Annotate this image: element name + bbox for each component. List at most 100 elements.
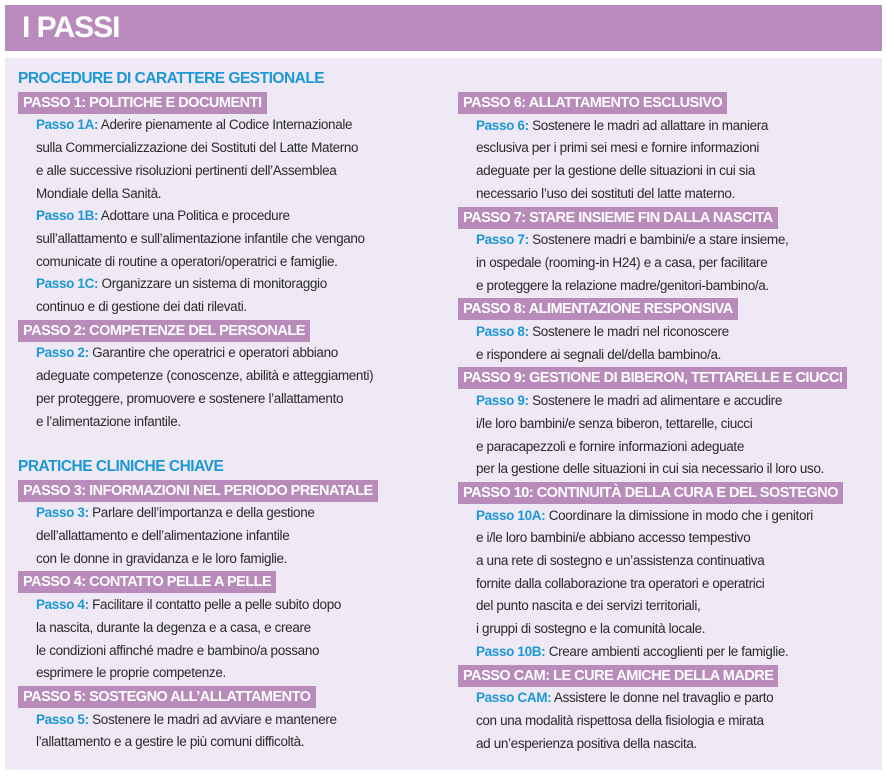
step-label: Passo 8: (476, 324, 529, 340)
step-text-line: Passo CAM: Assistere le donne nel travag… (458, 687, 876, 710)
step-line-text: Parlare dell’importanza e della gestione (92, 505, 315, 521)
step-text: e l’alimentazione infantile. (36, 414, 181, 429)
step-label: Passo 4: (36, 597, 89, 613)
step-line-text: Sostenere le madri ad avviare e mantener… (92, 711, 337, 727)
step-label: Passo 6: (476, 117, 529, 133)
step-text: Passo 9: Sostenere le madri ad alimentar… (476, 393, 782, 408)
step-label: Passo 9: (476, 393, 529, 409)
right-column: PASSO 6: ALLATTAMENTO ESCLUSIVO Passo 6: … (458, 91, 876, 755)
step-header-bar: PASSO 5: SOSTEGNO ALL’ALLATTAMENTO (18, 685, 316, 708)
step-header-bar: PASSO 4: CONTATTO PELLE A PELLE (18, 571, 277, 594)
step-line-text: e rispondere ai segnali del/della bambin… (476, 346, 722, 362)
step-text-line: la nascita, durante la degenza e a casa,… (18, 617, 443, 640)
step-text: Passo 6: Sostenere le madri ad allattare… (476, 118, 768, 133)
section-heading-text: PRATICHE CLINICHE CHIAVE (18, 457, 224, 475)
step-line-text: e l’alimentazione infantile. (36, 413, 181, 429)
spacer (18, 433, 443, 456)
step-line-text: comunicate di routine a operatori/operat… (36, 253, 338, 269)
step-text: esclusiva per i primi sei mesi e fornire… (476, 140, 759, 155)
title-bar: I PASSI (5, 5, 882, 51)
step-text-line: sull’allattamento e sull’alimentazione i… (18, 228, 443, 251)
step-header: PASSO 2: COMPETENZE DEL PERSONALE (18, 319, 443, 343)
step-header-text: PASSO 5: SOSTEGNO ALL’ALLATTAMENTO (23, 688, 311, 705)
section-heading: PROCEDURE DI CARATTERE GESTIONALE (18, 68, 443, 91)
step-header-text: PASSO 10: CONTINUITÀ DELLA CURA E DEL SO… (463, 484, 838, 501)
step-text: e proteggere la relazione madre/genitori… (476, 278, 769, 293)
step-line-text: Facilitare il contatto pelle a pelle sub… (92, 597, 342, 613)
step-text-line: comunicate di routine a operatori/operat… (18, 251, 443, 274)
step-line-text: Sostenere madri e bambini/e a stare insi… (532, 232, 789, 248)
section-heading-text: PROCEDURE DI CARATTERE GESTIONALE (18, 70, 325, 87)
step-text: Passo 5: Sostenere le madri ad avviare e… (36, 712, 337, 727)
step-line-text: necessario l’uso dei sostituti del latte… (476, 185, 735, 201)
step-header: PASSO 3: INFORMAZIONI NEL PERIODO PRENAT… (18, 479, 443, 503)
step-text-line: e paracapezzoli e fornire informazioni a… (458, 436, 876, 459)
step-line-text: per la gestione delle situazioni in cui … (476, 461, 825, 477)
step-text: Passo CAM: Assistere le donne nel travag… (476, 690, 774, 706)
step-line-text: continuo e di gestione dei dati rilevati… (36, 299, 247, 315)
step-line-text: fornite dalla collaborazione tra operato… (476, 575, 765, 591)
step-text: i gruppi di sostegno e la comunità local… (476, 621, 706, 636)
step-text: Passo 7: Sostenere madri e bambini/e a s… (476, 232, 789, 248)
step-text: i/le loro bambini/e senza biberon, tetta… (476, 416, 753, 431)
step-text: le condizioni affinché madre e bambino/a… (36, 643, 320, 658)
step-line-text: adeguate per la gestione delle situazion… (476, 163, 755, 179)
step-text: fornite dalla collaborazione tra operato… (476, 575, 765, 591)
step-line-text: sulla Commercializzazione dei Sostituti … (36, 140, 359, 156)
step-text-line: Passo 9: Sostenere le madri ad alimentar… (458, 390, 876, 413)
step-header-bar: PASSO 1: POLITICHE E DOCUMENTI (18, 91, 267, 114)
steps-panel: PROCEDURE DI CARATTERE GESTIONALE PASSO 1… (5, 58, 882, 770)
step-text-line: e l’alimentazione infantile. (18, 411, 443, 434)
step-text-line: sulla Commercializzazione dei Sostituti … (18, 137, 443, 160)
step-text-line: adeguate per la gestione delle situazion… (458, 160, 876, 183)
step-text-line: Passo 4: Facilitare il contatto pelle a … (18, 594, 443, 617)
step-line-text: adeguate competenze (conoscenze, abilità… (36, 368, 374, 384)
step-header: PASSO 7: STARE INSIEME FIN DALLA NASCITA (458, 206, 876, 230)
step-line-text: ad un’esperienza positiva della nascita. (476, 735, 697, 751)
step-line-text: Coordinare la dimissione in modo che i g… (548, 507, 814, 523)
step-header: PASSO 5: SOSTEGNO ALL’ALLATTAMENTO (18, 685, 443, 709)
step-text: Mondiale della Sanità. (36, 186, 161, 201)
step-label: Passo 5: (36, 711, 89, 727)
step-line-text: esclusiva per i primi sei mesi e fornire… (476, 140, 760, 156)
step-line-text: e proteggere la relazione madre/genitori… (476, 277, 769, 293)
step-line-text: Garantire che operatrici e operatori abb… (92, 345, 338, 361)
step-text: l’allattamento e a gestire le più comuni… (36, 734, 305, 749)
step-label: Passo 1B: (36, 208, 99, 224)
step-line-text: Creare ambienti accoglienti per le famig… (548, 643, 789, 659)
step-text-line: i/le loro bambini/e senza biberon, tetta… (458, 413, 876, 436)
step-line-text: a una rete di sostegno e un’assistenza c… (476, 553, 765, 569)
step-header: PASSO 9: GESTIONE DI BIBERON, TETTARELLE… (458, 366, 876, 390)
step-text: con una modalità rispettosa della fisiol… (476, 713, 764, 728)
step-header-bar: PASSO 6: ALLATTAMENTO ESCLUSIVO (458, 92, 728, 114)
step-text-line: e i/le loro bambini/e abbiano accesso te… (458, 527, 876, 550)
step-text: Passo 1A: Aderire pienamente al Codice I… (36, 117, 353, 133)
step-line-text: Assistere le donne nel travaglio e parto (553, 690, 774, 706)
step-line-text: in ospedale (rooming-in H24) e a casa, p… (476, 254, 768, 270)
step-text: in ospedale (rooming-in H24) e a casa, p… (476, 254, 768, 270)
step-header-bar: PASSO 8: ALIMENTAZIONE RESPONSIVA (458, 298, 738, 321)
step-line-text: Mondiale della Sanità. (36, 185, 162, 201)
step-text-line: Passo 2: Garantire che operatrici e oper… (18, 342, 443, 365)
step-text-line: esclusiva per i primi sei mesi e fornire… (458, 137, 876, 160)
step-text: per proteggere, promuovere e sostenere l… (36, 391, 343, 406)
step-text: Passo 4: Facilitare il contatto pelle a … (36, 597, 341, 612)
step-label: Passo CAM: (476, 690, 552, 706)
step-line-text: e i/le loro bambini/e abbiano accesso te… (476, 530, 751, 546)
step-header-text: PASSO 2: COMPETENZE DEL PERSONALE (23, 322, 305, 339)
step-text-line: con una modalità rispettosa della fisiol… (458, 710, 876, 733)
step-line-text: sull’allattamento e sull’alimentazione i… (36, 230, 365, 246)
step-label: Passo 10A: (476, 507, 546, 523)
step-line-text: Aderire pienamente al Codice Internazion… (100, 117, 353, 133)
step-label: Passo 3: (36, 505, 89, 521)
step-text: sulla Commercializzazione dei Sostituti … (36, 140, 359, 156)
step-text: per la gestione delle situazioni in cui … (476, 461, 824, 476)
step-line-text: dell’allattamento e dell’alimentazione i… (36, 528, 290, 544)
step-text-line: e proteggere la relazione madre/genitori… (458, 275, 876, 298)
step-label: Passo 7: (476, 232, 529, 248)
step-text-line: Passo 1C: Organizzare un sistema di moni… (18, 273, 443, 296)
step-text: del punto nascita e dei servizi territor… (476, 598, 701, 613)
step-label: Passo 2: (36, 345, 89, 361)
step-text-line: a una rete di sostegno e un’assistenza c… (458, 550, 876, 573)
step-line-text: la nascita, durante la degenza e a casa,… (36, 619, 311, 635)
